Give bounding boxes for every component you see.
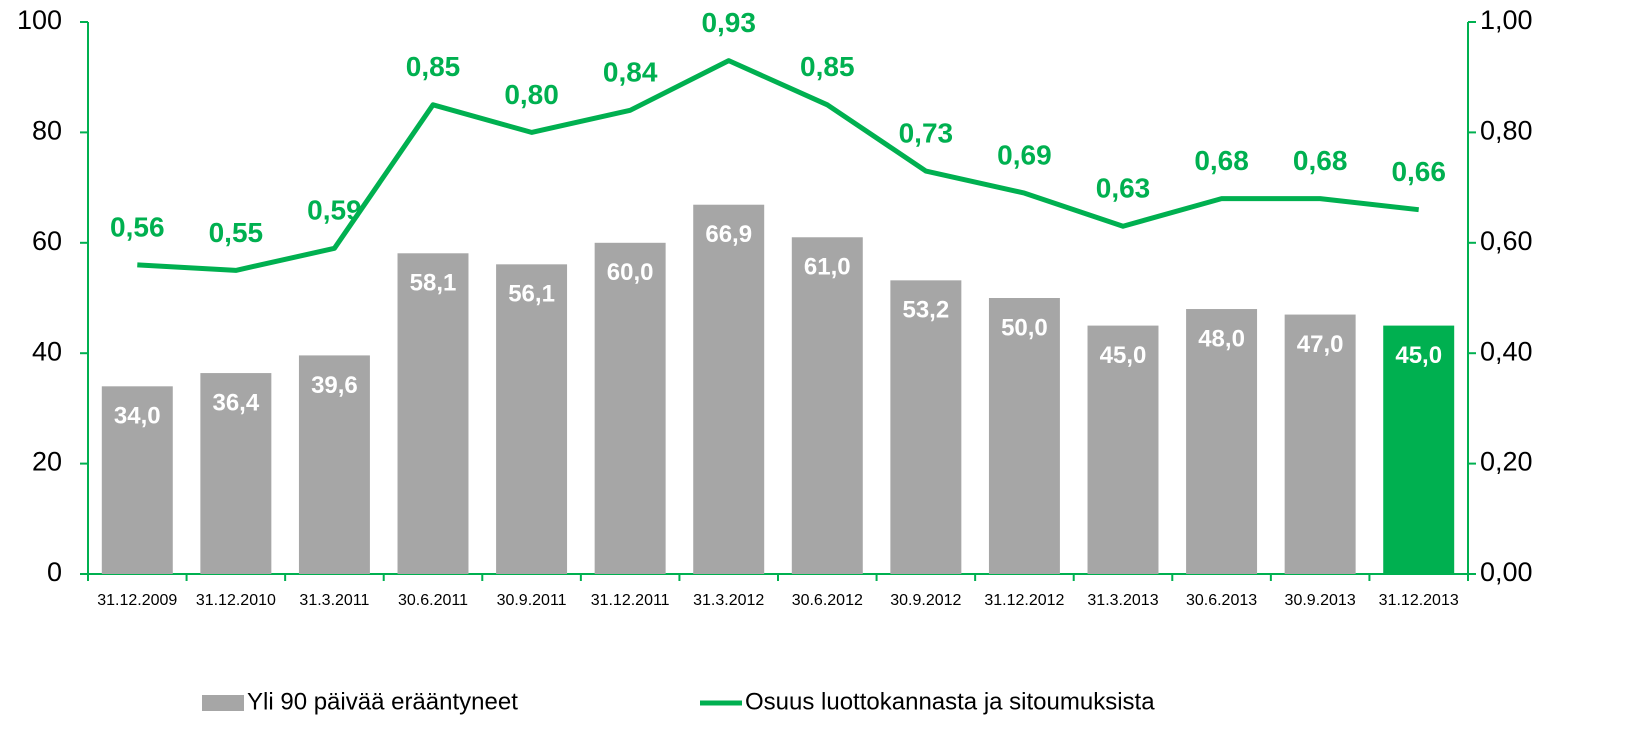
y-tick-label: 60 bbox=[32, 226, 62, 256]
bar bbox=[1087, 325, 1159, 574]
y2-tick-label: 0,80 bbox=[1480, 116, 1533, 146]
bar-value-label: 58,1 bbox=[410, 270, 457, 297]
bar-value-label: 45,0 bbox=[1100, 342, 1147, 369]
bar-value-label: 48,0 bbox=[1198, 325, 1245, 352]
bar bbox=[397, 253, 469, 574]
y2-tick-label: 0,00 bbox=[1480, 557, 1533, 587]
bar bbox=[1383, 325, 1455, 574]
line-value-label: 0,69 bbox=[997, 140, 1052, 171]
x-tick-label: 30.6.2011 bbox=[398, 592, 468, 609]
line bbox=[137, 58, 1419, 273]
bar-value-label: 60,0 bbox=[607, 259, 654, 286]
bar bbox=[101, 386, 173, 574]
bar bbox=[791, 237, 863, 574]
x-tick-label: 30.6.2013 bbox=[1186, 592, 1257, 609]
bar bbox=[298, 355, 370, 574]
bar-value-label: 50,0 bbox=[1001, 314, 1048, 341]
line-value-label: 0,68 bbox=[1293, 145, 1348, 176]
bar-value-label: 66,9 bbox=[705, 221, 752, 248]
x-tick-label: 30.6.2012 bbox=[792, 592, 863, 609]
x-tick-label: 30.9.2011 bbox=[497, 592, 567, 609]
bar bbox=[1284, 314, 1356, 574]
bar bbox=[693, 204, 765, 574]
line-value-label: 0,59 bbox=[307, 195, 362, 226]
x-tick-label: 30.9.2012 bbox=[890, 592, 961, 609]
x-tick-label: 31.3.2012 bbox=[693, 592, 764, 609]
line-value-label: 0,63 bbox=[1096, 173, 1151, 204]
y2-tick-label: 1,00 bbox=[1480, 5, 1533, 35]
x-tick-label: 31.12.2010 bbox=[196, 592, 276, 609]
bar-value-label: 61,0 bbox=[804, 254, 851, 281]
x-tick-label: 31.3.2013 bbox=[1087, 592, 1158, 609]
bar bbox=[594, 242, 666, 575]
line-value-label: 0,55 bbox=[209, 217, 264, 248]
y-tick-label: 80 bbox=[32, 116, 62, 146]
y-tick-label: 20 bbox=[32, 447, 62, 477]
x-tick-label: 31.12.2009 bbox=[97, 592, 177, 609]
bar-value-label: 36,4 bbox=[212, 389, 259, 416]
y2-tick-label: 0,60 bbox=[1480, 226, 1533, 256]
x-tick-label: 30.9.2013 bbox=[1285, 592, 1356, 609]
y2-tick-label: 0,40 bbox=[1480, 336, 1533, 366]
line-value-label: 0,93 bbox=[701, 7, 756, 38]
line-value-label: 0,56 bbox=[110, 211, 165, 242]
x-tick-label: 31.12.2012 bbox=[984, 592, 1064, 609]
legend-swatch bbox=[202, 695, 244, 711]
bar-value-label: 34,0 bbox=[114, 403, 161, 430]
y2-tick-label: 0,20 bbox=[1480, 447, 1533, 477]
legend-label: Yli 90 päivää erääntyneet bbox=[247, 688, 518, 715]
line-value-label: 0,85 bbox=[406, 51, 461, 82]
line-value-label: 0,68 bbox=[1194, 145, 1249, 176]
line-value-label: 0,73 bbox=[899, 117, 954, 148]
y-tick-label: 40 bbox=[32, 336, 62, 366]
bar bbox=[988, 298, 1060, 574]
bar-value-label: 56,1 bbox=[508, 281, 555, 308]
line-value-label: 0,80 bbox=[504, 79, 559, 110]
x-tick-label: 31.12.2013 bbox=[1379, 592, 1459, 609]
y-tick-label: 100 bbox=[17, 5, 62, 35]
bar-value-label: 53,2 bbox=[902, 297, 949, 324]
line-value-label: 0,85 bbox=[800, 51, 855, 82]
x-tick-label: 31.3.2011 bbox=[299, 592, 369, 609]
bar bbox=[496, 264, 568, 574]
bar-value-label: 47,0 bbox=[1297, 331, 1344, 358]
x-tick-label: 31.12.2011 bbox=[591, 592, 670, 609]
bar bbox=[1186, 309, 1258, 574]
bar bbox=[200, 373, 272, 574]
bar-value-label: 39,6 bbox=[311, 372, 358, 399]
legend-label: Osuus luottokannasta ja sitoumuksista bbox=[745, 688, 1155, 715]
line-value-label: 0,84 bbox=[603, 57, 658, 88]
y-tick-label: 0 bbox=[47, 557, 62, 587]
bar-value-label: 45,0 bbox=[1395, 342, 1442, 369]
bar bbox=[890, 280, 962, 574]
line-value-label: 0,66 bbox=[1391, 156, 1446, 187]
